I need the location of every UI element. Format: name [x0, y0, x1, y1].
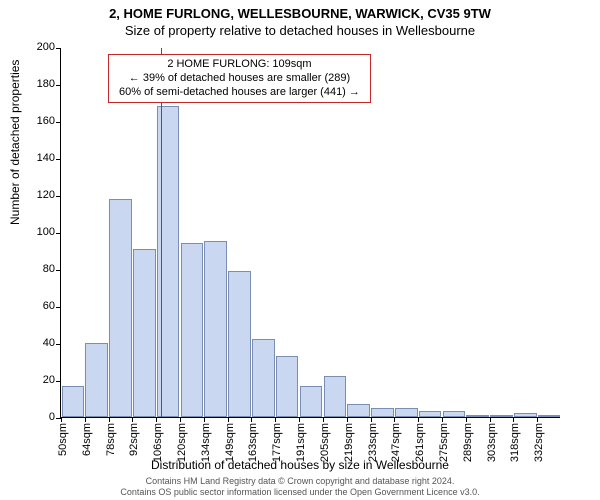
x-tick-label: 149sqm — [224, 423, 236, 462]
y-tick-label: 100 — [37, 226, 55, 238]
y-tick-mark — [56, 48, 61, 49]
footer-attribution: Contains HM Land Registry data © Crown c… — [0, 476, 600, 498]
x-tick-label: 50sqm — [57, 423, 69, 456]
indicator-line — [161, 48, 162, 417]
histogram-bar — [252, 339, 275, 417]
y-tick-mark — [56, 381, 61, 382]
histogram-bar — [395, 408, 418, 417]
x-tick-mark — [537, 417, 538, 422]
y-tick-label: 20 — [43, 374, 55, 386]
y-tick-mark — [56, 196, 61, 197]
x-tick-label: 64sqm — [81, 423, 93, 456]
histogram-bar — [133, 249, 156, 417]
x-tick-mark — [347, 417, 348, 422]
histogram-bar — [514, 413, 537, 417]
chart-container: 2, HOME FURLONG, WELLESBOURNE, WARWICK, … — [0, 0, 600, 500]
x-tick-mark — [61, 417, 62, 422]
x-tick-label: 205sqm — [319, 423, 331, 462]
x-tick-label: 191sqm — [295, 423, 307, 462]
x-tick-label: 275sqm — [438, 423, 450, 462]
y-axis-title: Number of detached properties — [8, 60, 22, 225]
x-tick-label: 318sqm — [509, 423, 521, 462]
x-tick-label: 261sqm — [414, 423, 426, 462]
x-tick-mark — [85, 417, 86, 422]
y-tick-label: 200 — [37, 41, 55, 53]
x-tick-label: 120sqm — [176, 423, 188, 462]
x-tick-label: 247sqm — [390, 423, 402, 462]
histogram-bar — [538, 415, 561, 417]
histogram-bar — [276, 356, 299, 417]
y-tick-label: 60 — [43, 300, 55, 312]
y-tick-label: 140 — [37, 152, 55, 164]
y-tick-label: 40 — [43, 337, 55, 349]
y-tick-label: 80 — [43, 263, 55, 275]
x-tick-label: 78sqm — [105, 423, 117, 456]
y-tick-label: 120 — [37, 189, 55, 201]
x-tick-label: 332sqm — [533, 423, 545, 462]
title-line-2: Size of property relative to detached ho… — [0, 23, 600, 38]
title-block: 2, HOME FURLONG, WELLESBOURNE, WARWICK, … — [0, 6, 600, 38]
x-tick-mark — [180, 417, 181, 422]
histogram-bar — [324, 376, 347, 417]
x-tick-label: 163sqm — [247, 423, 259, 462]
x-tick-mark — [323, 417, 324, 422]
histogram-bar — [85, 343, 108, 417]
x-tick-mark — [275, 417, 276, 422]
histogram-bar — [109, 199, 132, 417]
x-tick-label: 219sqm — [343, 423, 355, 462]
histogram-bar — [228, 271, 251, 417]
title-line-1: 2, HOME FURLONG, WELLESBOURNE, WARWICK, … — [0, 6, 600, 21]
x-tick-mark — [228, 417, 229, 422]
histogram-bar — [419, 411, 442, 417]
histogram-bar — [490, 415, 513, 417]
x-tick-label: 289sqm — [462, 423, 474, 462]
histogram-bar — [300, 386, 323, 417]
annotation-box: 2 HOME FURLONG: 109sqm← 39% of detached … — [108, 54, 371, 103]
annotation-line: 2 HOME FURLONG: 109sqm — [119, 58, 360, 72]
histogram-bar — [62, 386, 85, 417]
histogram-bar — [347, 404, 370, 417]
x-tick-mark — [442, 417, 443, 422]
x-tick-mark — [251, 417, 252, 422]
y-tick-mark — [56, 122, 61, 123]
x-tick-label: 106sqm — [152, 423, 164, 462]
x-tick-mark — [132, 417, 133, 422]
x-tick-mark — [466, 417, 467, 422]
x-tick-label: 177sqm — [271, 423, 283, 462]
x-tick-label: 303sqm — [486, 423, 498, 462]
y-tick-mark — [56, 270, 61, 271]
x-tick-mark — [513, 417, 514, 422]
plot-area: 02040608010012014016018020050sqm64sqm78s… — [60, 48, 560, 418]
x-tick-mark — [490, 417, 491, 422]
y-tick-mark — [56, 159, 61, 160]
x-tick-mark — [371, 417, 372, 422]
annotation-line: 60% of semi-detached houses are larger (… — [119, 86, 360, 100]
y-tick-mark — [56, 307, 61, 308]
x-tick-mark — [156, 417, 157, 422]
y-tick-mark — [56, 233, 61, 234]
x-tick-label: 233sqm — [367, 423, 379, 462]
x-tick-mark — [299, 417, 300, 422]
histogram-bar — [204, 241, 227, 417]
histogram-bar — [371, 408, 394, 417]
x-tick-mark — [418, 417, 419, 422]
histogram-bar — [181, 243, 204, 417]
footer-line-1: Contains HM Land Registry data © Crown c… — [0, 476, 600, 487]
histogram-bar — [466, 415, 489, 417]
y-tick-mark — [56, 344, 61, 345]
x-tick-mark — [109, 417, 110, 422]
histogram-bar — [443, 411, 466, 417]
y-tick-mark — [56, 85, 61, 86]
x-tick-label: 134sqm — [200, 423, 212, 462]
x-tick-mark — [394, 417, 395, 422]
x-tick-mark — [204, 417, 205, 422]
x-axis-title: Distribution of detached houses by size … — [0, 458, 600, 472]
y-tick-label: 160 — [37, 115, 55, 127]
y-tick-label: 180 — [37, 78, 55, 90]
footer-line-2: Contains OS public sector information li… — [0, 487, 600, 498]
x-tick-label: 92sqm — [128, 423, 140, 456]
y-tick-label: 0 — [49, 411, 55, 423]
annotation-line: ← 39% of detached houses are smaller (28… — [119, 72, 360, 86]
